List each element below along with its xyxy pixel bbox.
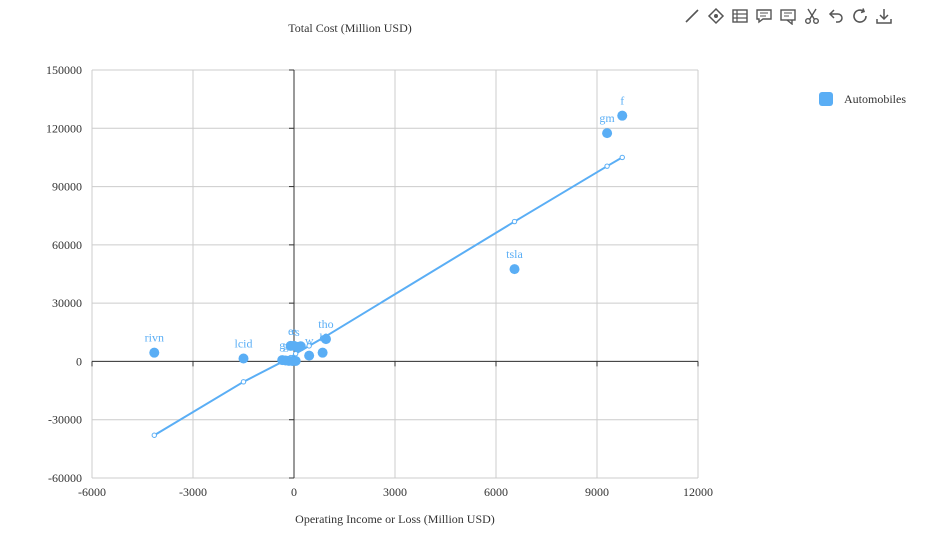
data-point[interactable] [290, 355, 301, 366]
data-point[interactable] [149, 347, 160, 358]
trendline-point [306, 343, 312, 349]
data-point[interactable] [617, 110, 628, 121]
x-axis-title: Operating Income or Loss (Million USD) [295, 512, 495, 526]
x-tick-label: 9000 [585, 485, 609, 499]
trendline [151, 154, 625, 438]
undo-icon[interactable] [827, 7, 845, 25]
y-tick-label: -30000 [48, 413, 82, 427]
point-label: e [288, 324, 293, 338]
flag-icon[interactable] [779, 7, 797, 25]
point-label: b [320, 331, 326, 345]
data-point[interactable] [320, 334, 331, 345]
legend-swatch[interactable] [819, 92, 833, 106]
x-tick-label: -6000 [78, 485, 106, 499]
legend[interactable]: Automobiles [819, 92, 906, 106]
point-label: s [295, 325, 300, 339]
y-tick-label: 30000 [52, 296, 82, 310]
legend-label[interactable]: Automobiles [844, 92, 906, 106]
table-icon[interactable] [731, 7, 749, 25]
point-label: tsla [506, 247, 523, 261]
y-axis-title: Total Cost (Million USD) [288, 21, 412, 35]
y-tick-label: -60000 [48, 471, 82, 485]
point-label: rivn [145, 331, 164, 345]
x-tick-label: 12000 [683, 485, 713, 499]
point-label: w [305, 334, 314, 348]
point-label: g [283, 338, 289, 352]
data-point[interactable] [295, 341, 306, 352]
point-label: gm [599, 111, 615, 125]
x-tick-label: 3000 [383, 485, 407, 499]
point-label: f [620, 94, 624, 108]
data-point[interactable] [304, 350, 315, 361]
refresh-icon[interactable] [851, 7, 869, 25]
trendline-point [151, 432, 157, 438]
point-label: g [279, 338, 285, 352]
y-tick-label: 90000 [52, 180, 82, 194]
scissors-icon[interactable] [803, 7, 821, 25]
comment-icon[interactable] [755, 7, 773, 25]
point-label: e [291, 324, 296, 338]
x-tick-label: 0 [291, 485, 297, 499]
download-icon[interactable] [875, 7, 893, 25]
chart-toolbar [683, 6, 893, 26]
grid-lines [91, 69, 699, 479]
trendline-point [511, 218, 518, 225]
x-tick-label: -3000 [179, 485, 207, 499]
trendline-point [604, 163, 610, 169]
trendline-path [153, 156, 623, 437]
data-point[interactable] [602, 128, 613, 139]
tag-icon[interactable] [707, 7, 725, 25]
point-label: f [290, 339, 294, 353]
point-label: tho [318, 317, 333, 331]
y-tick-label: 0 [76, 354, 82, 368]
x-tick-label: 6000 [484, 485, 508, 499]
data-points [149, 110, 628, 367]
data-point[interactable] [509, 264, 520, 275]
y-tick-label: 150000 [46, 63, 82, 77]
axes [91, 69, 699, 479]
point-label: lcid [235, 337, 253, 351]
point-label: f [287, 339, 291, 353]
y-tick-label: 120000 [46, 121, 82, 135]
trendline-point [619, 154, 625, 161]
point-label: t [294, 339, 298, 353]
trendline-point [240, 379, 247, 385]
y-tick-label: 60000 [52, 238, 82, 252]
tick-labels: -6000 -3000 0 3000 6000 9000 12000-60000-30000… [46, 63, 713, 499]
data-point[interactable] [238, 353, 249, 364]
line-icon[interactable] [683, 7, 701, 25]
data-point[interactable] [317, 347, 328, 358]
